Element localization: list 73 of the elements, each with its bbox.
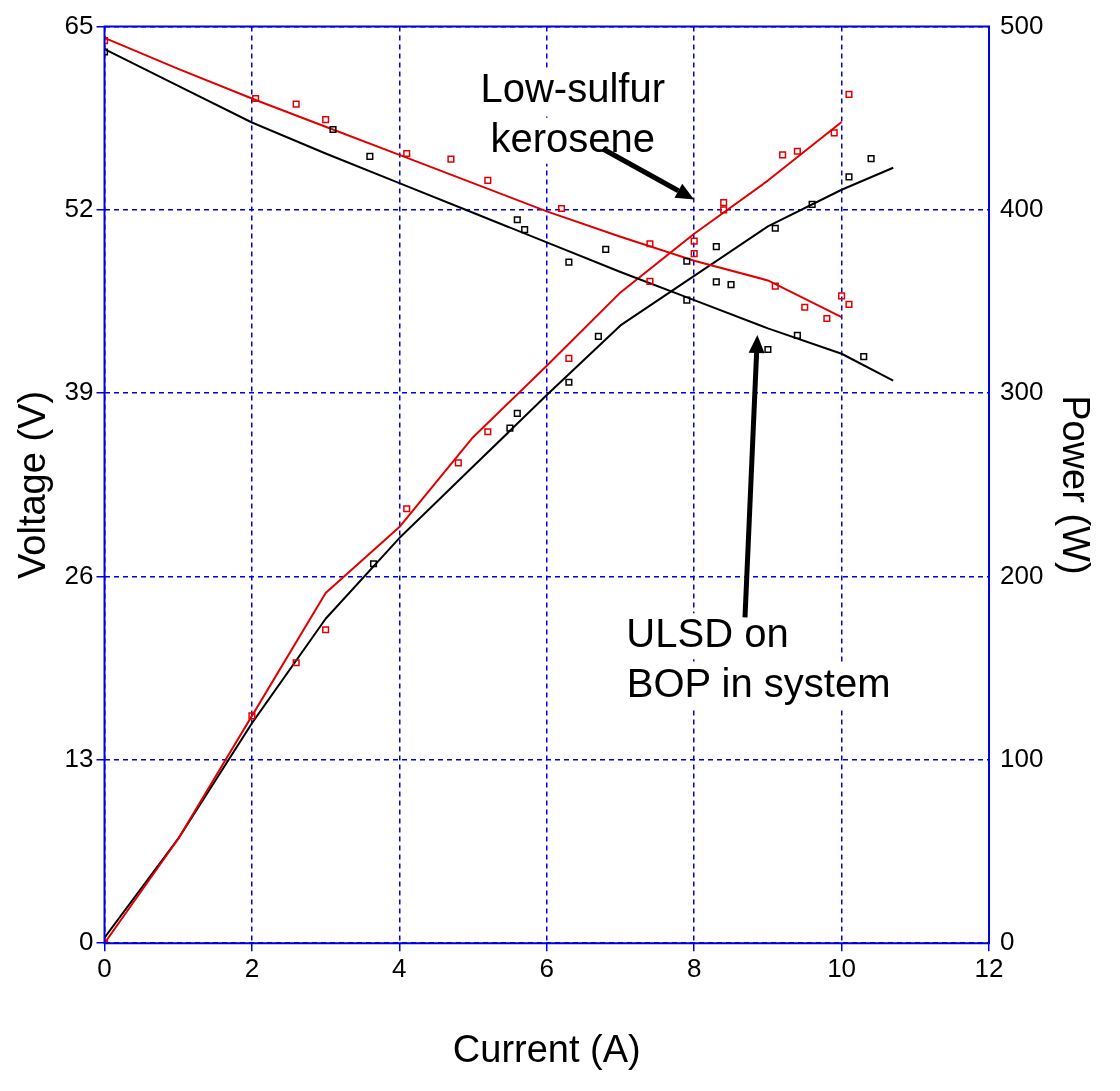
x-tick-label: 8	[686, 952, 702, 983]
point	[867, 155, 875, 163]
point	[793, 147, 801, 155]
point	[838, 292, 846, 300]
point	[521, 226, 529, 234]
point	[720, 206, 728, 214]
point	[845, 300, 853, 308]
point	[808, 200, 816, 208]
point	[646, 277, 654, 285]
point	[860, 353, 868, 361]
y2-tick-label: 500	[1000, 9, 1044, 40]
annotation: Low-sulfur kerosene	[480, 65, 665, 160]
point	[793, 331, 801, 339]
y2-tick-label: 300	[1000, 376, 1044, 407]
point	[565, 378, 573, 386]
point	[252, 94, 260, 103]
point	[292, 659, 300, 667]
point	[484, 428, 492, 436]
point	[565, 258, 573, 266]
point	[322, 116, 330, 124]
point	[513, 409, 521, 417]
y2-tick-label: 200	[1000, 559, 1044, 590]
point	[565, 354, 573, 362]
point	[322, 626, 330, 634]
x-tick-label: 4	[392, 952, 407, 983]
x-tick-label: 2	[244, 952, 260, 983]
point	[602, 245, 610, 253]
point	[594, 332, 602, 340]
point	[506, 424, 514, 432]
y-tick-label: 0	[79, 926, 94, 957]
point	[690, 237, 698, 245]
point	[369, 560, 378, 568]
y-tick-label: 13	[64, 743, 94, 774]
point	[720, 199, 728, 207]
point	[513, 216, 521, 224]
y-tick-label: 39	[64, 376, 94, 407]
point	[712, 278, 720, 286]
y2-tick-label: 100	[1000, 743, 1044, 774]
point	[403, 149, 411, 158]
y-tick-label: 65	[64, 9, 94, 40]
point	[771, 282, 779, 290]
point	[683, 257, 691, 265]
y2-axis-title: Power (W)	[1054, 395, 1097, 575]
point	[366, 152, 374, 160]
annotation: ULSD on BOP in system	[626, 611, 891, 706]
point	[403, 505, 411, 513]
point	[484, 176, 492, 184]
y-tick-label: 26	[64, 559, 94, 590]
x-axis-title: Current (A)	[452, 1027, 641, 1070]
point	[823, 314, 831, 323]
point	[712, 243, 720, 251]
x-tick-label: 6	[539, 952, 554, 983]
point	[557, 204, 566, 213]
point	[801, 303, 809, 311]
point	[447, 155, 455, 163]
point	[845, 90, 853, 99]
point	[845, 173, 853, 181]
x-tick-label: 10	[827, 952, 857, 983]
point	[830, 129, 838, 137]
point	[771, 224, 779, 232]
point	[454, 459, 462, 467]
point	[292, 100, 300, 108]
point	[683, 296, 691, 304]
y2-tick-label: 400	[1000, 193, 1044, 224]
point	[779, 151, 787, 159]
point	[764, 345, 772, 354]
point	[690, 250, 698, 258]
point	[646, 240, 654, 248]
point	[248, 712, 256, 720]
y-axis-title: Voltage (V)	[11, 390, 54, 579]
point	[329, 125, 337, 134]
point	[727, 281, 735, 289]
y-tick-label: 52	[64, 193, 94, 224]
